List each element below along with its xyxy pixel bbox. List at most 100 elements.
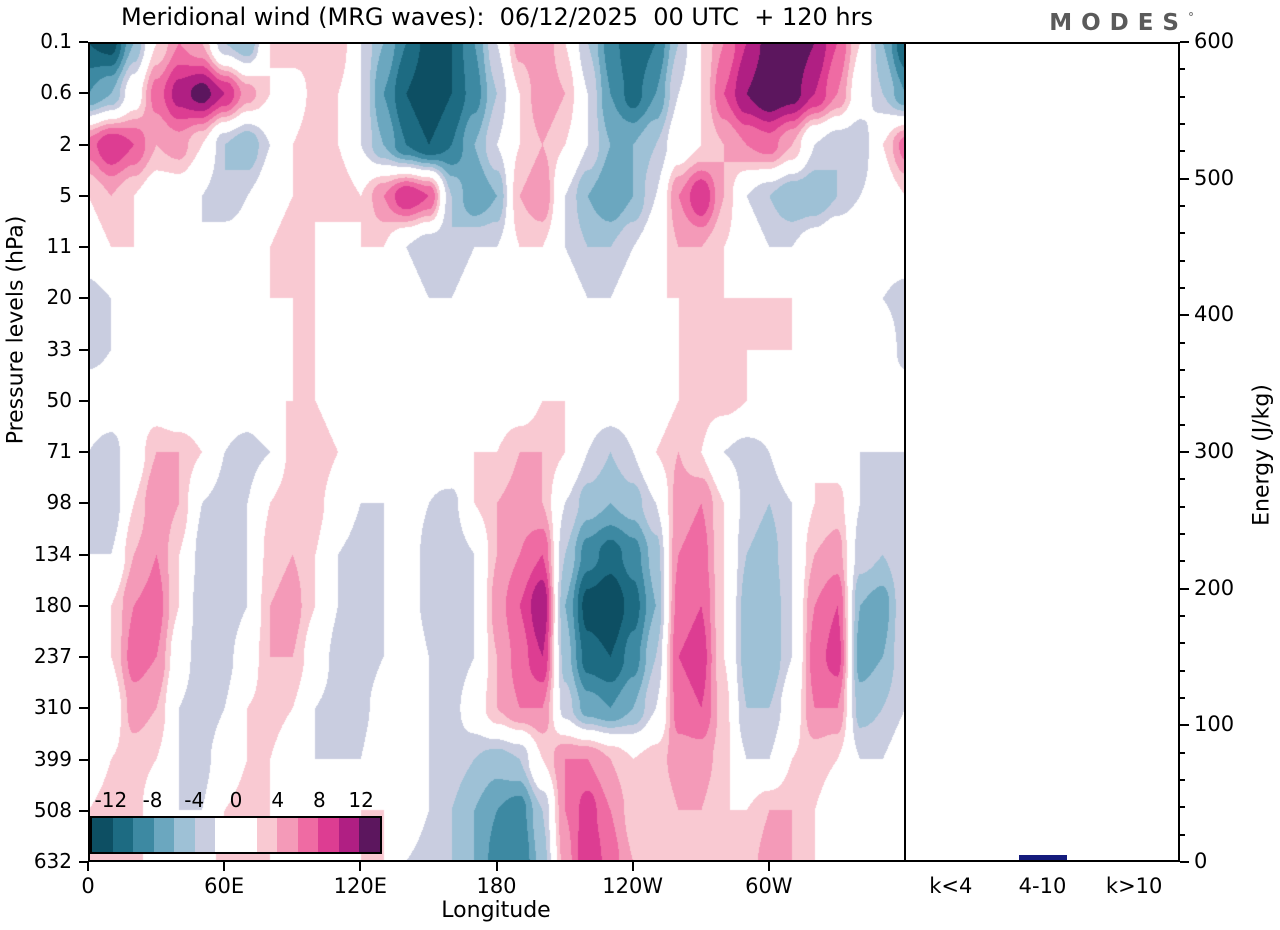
colorbar-tick-label: -12 [94, 788, 128, 812]
pressure-tick [79, 604, 88, 607]
colorbar-tick-label: 8 [313, 788, 326, 812]
energy-tick [1180, 724, 1189, 727]
modes-logo: MODES° [1049, 10, 1194, 36]
colorbar-cell [112, 818, 134, 852]
longitude-tick [495, 862, 498, 871]
energy-tick-label: 0 [1194, 849, 1208, 873]
modes-logo-mark: ° [1188, 10, 1194, 25]
pressure-tick [79, 143, 88, 146]
pressure-tick-label: 134 [33, 541, 72, 566]
pressure-tick-label: 508 [33, 797, 72, 822]
energy-category-label: k<4 [929, 874, 973, 898]
longitude-tick [87, 862, 89, 871]
energy-tick [1180, 232, 1185, 235]
energy-tick [1180, 751, 1185, 754]
energy-tick [1180, 423, 1185, 426]
energy-tick [1180, 861, 1189, 863]
longitude-tick [223, 862, 226, 871]
colorbar-tick-label: 4 [271, 788, 285, 812]
colorbar-tick-label: -4 [184, 788, 205, 812]
energy-tick [1180, 123, 1185, 125]
energy-tick [1180, 642, 1185, 645]
longitude-tick-label: 0 [81, 874, 95, 898]
colorbar-cell [174, 818, 195, 852]
energy-tick [1180, 533, 1185, 535]
pressure-tick-label: 71 [46, 439, 72, 463]
pressure-tick [79, 451, 88, 453]
energy-tick [1180, 478, 1185, 481]
wind-contour-canvas [88, 42, 905, 862]
colorbar-cell [256, 818, 278, 852]
pressure-tick [79, 348, 88, 351]
pressure-tick-label: 310 [33, 695, 72, 720]
colorbar-tick-label: -8 [142, 788, 163, 812]
colorbar-cell [297, 818, 319, 852]
energy-tick-label: 600 [1194, 29, 1235, 53]
colorbar-tick-label: 12 [348, 788, 374, 812]
energy-tick [1180, 205, 1185, 207]
energy-tick [1180, 833, 1185, 836]
pressure-tick [79, 399, 88, 402]
energy-category-label: k>10 [1105, 874, 1163, 898]
colorbar-cell [338, 818, 360, 852]
longitude-tick-label: 60E [204, 874, 245, 898]
pressure-tick-label: 180 [33, 592, 72, 617]
energy-tick-label: 300 [1194, 439, 1235, 463]
energy-tick-label: 200 [1194, 575, 1235, 600]
chart-title: Meridional wind (MRG waves): 06/12/2025 … [120, 3, 874, 31]
energy-tick [1180, 41, 1189, 43]
pressure-tick-label: 50 [46, 387, 72, 412]
colorbar-cell [153, 818, 175, 852]
colorbar-cell [215, 818, 257, 852]
energy-tick [1180, 587, 1189, 590]
energy-tick [1180, 779, 1185, 781]
pressure-tick-label: 11 [46, 234, 72, 258]
pressure-tick-label: 2 [59, 131, 72, 156]
energy-bar [1018, 854, 1067, 860]
energy-tick-label: 500 [1194, 165, 1235, 190]
panel-divider-line [904, 42, 906, 862]
colorbar-cell [92, 818, 113, 852]
energy-tick [1180, 68, 1185, 71]
pressure-tick-label: 98 [46, 490, 72, 515]
pressure-tick-label: 0.1 [40, 29, 72, 53]
pressure-tick [79, 246, 88, 248]
energy-tick [1180, 95, 1185, 98]
pressure-tick [79, 809, 88, 812]
energy-tick [1180, 615, 1185, 617]
energy-tick [1180, 259, 1185, 262]
energy-tick [1180, 314, 1189, 317]
energy-tick-label: 100 [1194, 712, 1235, 737]
colorbar-cell [277, 818, 298, 852]
longitude-tick [359, 862, 362, 871]
energy-tick [1180, 369, 1185, 371]
colorbar-cell [359, 818, 380, 852]
pressure-tick-label: 632 [33, 849, 72, 873]
energy-tick [1180, 560, 1185, 563]
energy-tick [1180, 697, 1185, 699]
longitude-tick-label: 120W [602, 874, 664, 898]
longitude-tick-label: 180 [476, 874, 517, 898]
pressure-tick [79, 707, 88, 710]
colorbar-tick-label: 0 [229, 788, 243, 812]
pressure-tick [79, 553, 88, 556]
pressure-tick [79, 194, 88, 197]
pressure-tick-label: 399 [33, 746, 72, 771]
energy-tick [1180, 341, 1185, 344]
colorbar-cell [318, 818, 339, 852]
energy-category-label: 4-10 [1018, 874, 1067, 898]
pressure-tick-label: 0.6 [40, 80, 72, 105]
pressure-axis-label: Pressure levels (hPa) [3, 215, 29, 445]
energy-tick [1180, 396, 1185, 399]
longitude-tick-label: 60W [745, 874, 793, 898]
colorbar-cell [133, 818, 154, 852]
longitude-tick-label: 120E [333, 874, 387, 898]
pressure-tick [79, 41, 88, 43]
pressure-tick-label: 20 [46, 285, 72, 310]
longitude-tick [631, 862, 634, 871]
pressure-tick [79, 656, 88, 658]
modes-logo-text: MODES [1049, 10, 1188, 36]
pressure-tick-label: 5 [59, 182, 72, 207]
energy-tick [1180, 669, 1185, 672]
